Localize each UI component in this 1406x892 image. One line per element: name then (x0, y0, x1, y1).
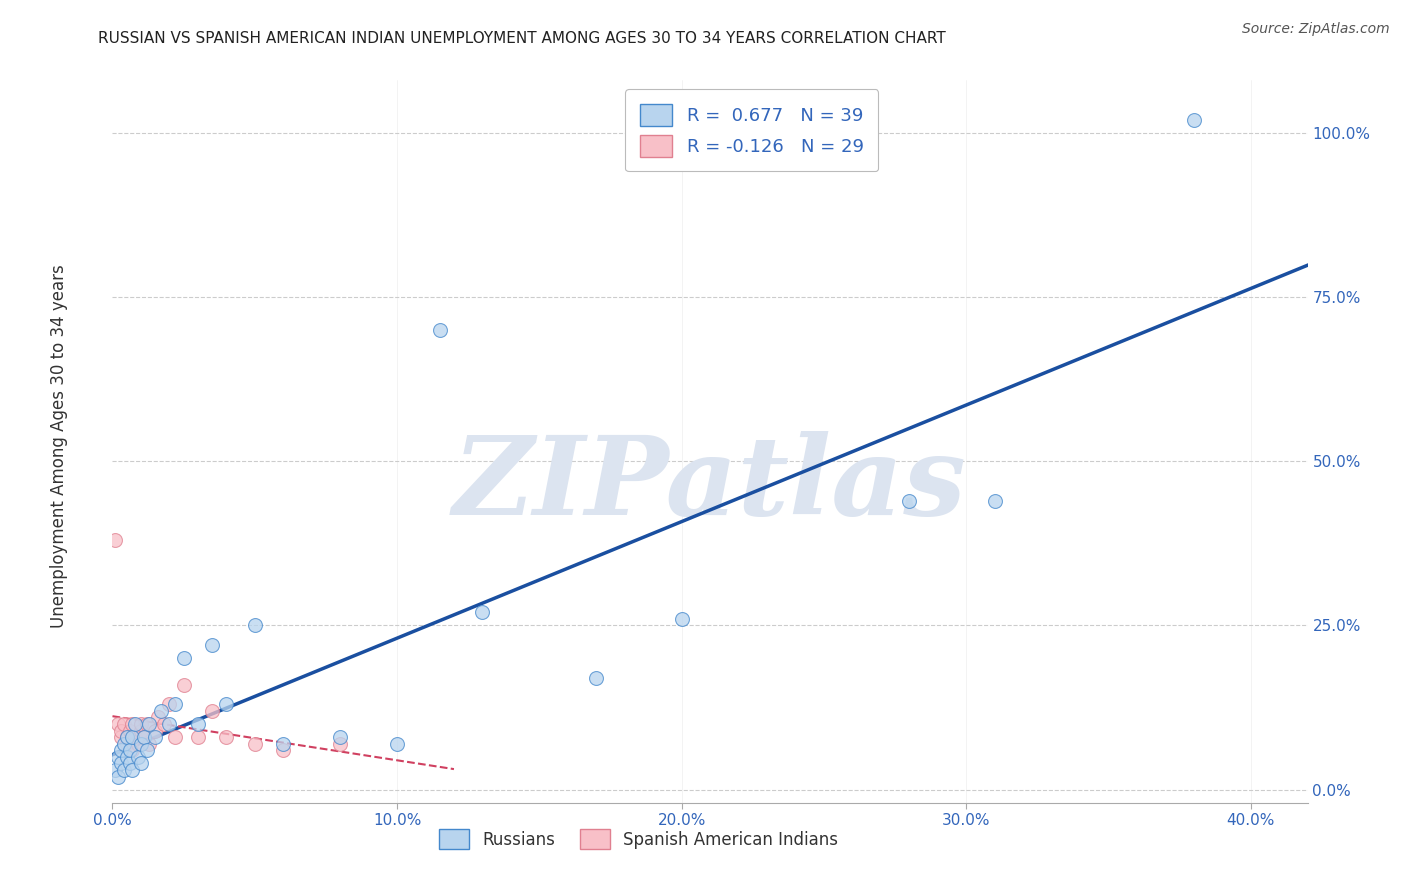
Point (271, 737, 294, 751)
Point (157, 717, 180, 731)
Point (121, 730, 143, 744)
Point (135, 743, 157, 757)
Point (143, 730, 166, 744)
Point (107, 717, 129, 731)
Point (124, 717, 146, 731)
Point (215, 698, 238, 712)
Point (385, 737, 408, 751)
Point (329, 737, 352, 751)
Point (112, 717, 135, 731)
Point (127, 749, 149, 764)
Point (471, 605, 494, 619)
Point (983, 493, 1005, 508)
Text: Source: ZipAtlas.com: Source: ZipAtlas.com (1241, 22, 1389, 37)
Point (173, 677, 195, 691)
Point (104, 533, 127, 547)
Point (132, 730, 155, 744)
Point (898, 493, 921, 508)
Point (187, 730, 209, 744)
Point (115, 737, 138, 751)
Point (129, 756, 152, 771)
Point (143, 723, 166, 738)
Point (671, 612, 693, 626)
Point (104, 763, 127, 777)
Point (118, 756, 141, 771)
Point (121, 717, 143, 731)
Point (271, 743, 294, 757)
Point (173, 651, 195, 665)
Point (157, 698, 180, 712)
Point (115, 749, 138, 764)
Point (129, 717, 152, 731)
Point (201, 638, 224, 652)
Point (215, 730, 238, 744)
Point (429, 323, 451, 337)
Point (124, 730, 146, 744)
Point (165, 730, 187, 744)
Text: RUSSIAN VS SPANISH AMERICAN INDIAN UNEMPLOYMENT AMONG AGES 30 TO 34 YEARS CORREL: RUSSIAN VS SPANISH AMERICAN INDIAN UNEMP… (98, 31, 946, 46)
Point (110, 756, 132, 771)
Point (112, 737, 135, 751)
Point (585, 671, 607, 685)
Point (132, 730, 155, 744)
Text: ZIPatlas: ZIPatlas (453, 431, 967, 539)
Point (107, 770, 129, 784)
Point (201, 704, 224, 718)
Point (129, 737, 152, 751)
Point (138, 717, 160, 731)
Text: Unemployment Among Ages 30 to 34 years: Unemployment Among Ages 30 to 34 years (51, 264, 67, 628)
Point (1182, 112, 1205, 127)
Point (243, 618, 266, 632)
Point (329, 730, 352, 744)
Point (112, 763, 135, 777)
Point (187, 717, 209, 731)
Point (138, 737, 160, 751)
Point (243, 737, 266, 751)
Point (110, 730, 132, 744)
Point (135, 717, 157, 731)
Point (115, 730, 138, 744)
Point (152, 717, 174, 731)
Point (118, 723, 141, 738)
Point (110, 723, 132, 738)
Point (115, 730, 138, 744)
Point (129, 723, 152, 738)
Point (118, 743, 141, 757)
Point (121, 763, 143, 777)
Point (127, 737, 149, 751)
Legend: Russians, Spanish American Indians: Russians, Spanish American Indians (432, 822, 845, 856)
Point (146, 710, 169, 724)
Point (110, 743, 132, 757)
Point (165, 698, 187, 712)
Point (107, 749, 129, 764)
Point (149, 704, 172, 718)
Point (121, 743, 143, 757)
